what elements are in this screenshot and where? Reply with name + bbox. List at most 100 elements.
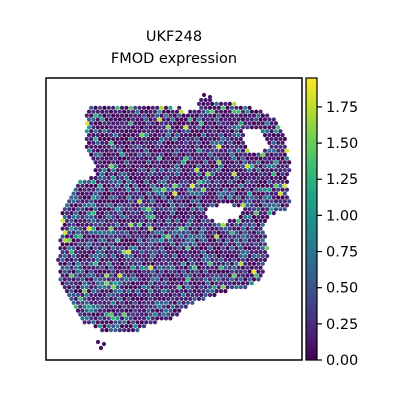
spot	[62, 238, 67, 243]
spot	[135, 187, 140, 192]
spot	[199, 97, 204, 103]
spot	[100, 140, 105, 145]
spot	[126, 164, 131, 169]
spot	[196, 109, 202, 114]
spot	[210, 203, 215, 208]
spot	[161, 312, 166, 317]
spot	[207, 269, 213, 274]
spot	[119, 105, 125, 110]
spot	[170, 195, 175, 200]
spot	[168, 199, 173, 204]
spot	[221, 191, 226, 196]
spot	[69, 234, 74, 239]
spot	[86, 125, 92, 130]
spot	[159, 168, 164, 173]
spot	[148, 117, 153, 122]
spot	[179, 289, 184, 294]
spot	[194, 136, 199, 142]
spot	[157, 133, 162, 138]
spot	[190, 207, 195, 212]
spot	[144, 156, 149, 161]
spot	[115, 129, 120, 134]
spot	[117, 133, 122, 138]
spot	[245, 164, 250, 169]
spot	[100, 109, 105, 114]
spot	[122, 273, 127, 278]
spot	[166, 304, 171, 309]
spot	[115, 199, 120, 204]
spot	[91, 203, 96, 208]
spot	[148, 156, 153, 161]
spot	[183, 265, 188, 270]
spot	[203, 230, 208, 235]
spot	[225, 199, 230, 204]
spot	[102, 222, 107, 227]
spot	[199, 253, 204, 259]
spot	[168, 160, 173, 165]
spot	[106, 105, 111, 110]
spot	[258, 257, 263, 262]
spot	[119, 129, 125, 134]
spot	[113, 328, 118, 333]
spot	[126, 265, 131, 270]
spot	[106, 285, 111, 290]
spot	[150, 152, 155, 157]
spot	[97, 269, 103, 274]
spot	[172, 152, 177, 157]
spot	[89, 238, 94, 243]
spot	[146, 292, 151, 298]
spot	[190, 300, 195, 305]
spot	[106, 183, 111, 188]
spot	[108, 133, 114, 138]
spot	[93, 292, 98, 298]
spot	[100, 203, 105, 208]
spot	[75, 285, 81, 290]
spot	[95, 289, 100, 294]
spot	[95, 133, 100, 138]
spot	[148, 312, 153, 317]
spot	[188, 125, 193, 130]
spot	[80, 253, 85, 259]
spot	[152, 203, 158, 208]
spot	[258, 273, 263, 278]
spot	[225, 144, 230, 149]
spot	[271, 203, 276, 208]
spot	[80, 199, 85, 204]
spot	[188, 296, 193, 301]
spot	[148, 140, 153, 145]
spot	[245, 172, 250, 177]
spot	[106, 175, 111, 181]
spot	[78, 179, 83, 184]
spot	[174, 164, 180, 169]
spot	[201, 109, 206, 114]
spot	[238, 168, 243, 173]
spot	[108, 312, 114, 317]
spot	[212, 238, 217, 243]
spot	[135, 218, 140, 223]
spot	[141, 277, 147, 282]
spot	[86, 273, 92, 278]
spot	[119, 261, 125, 266]
spot	[251, 207, 257, 212]
spot	[284, 187, 290, 192]
spot	[234, 238, 239, 243]
spot	[97, 285, 103, 290]
spot	[166, 226, 171, 231]
spot	[240, 172, 246, 177]
spot	[168, 269, 173, 274]
spot	[159, 121, 164, 126]
spot	[97, 308, 103, 313]
spot	[234, 144, 239, 149]
spot	[247, 277, 252, 282]
spot	[137, 316, 142, 321]
spot	[119, 300, 125, 305]
spot	[128, 207, 133, 212]
spot	[148, 172, 153, 177]
spot	[223, 250, 228, 255]
spot	[183, 234, 188, 239]
spot	[210, 133, 215, 138]
spot	[249, 172, 254, 177]
chart-subtitle: FMOD expression	[111, 51, 237, 67]
spot	[271, 148, 276, 153]
spot	[207, 129, 213, 134]
